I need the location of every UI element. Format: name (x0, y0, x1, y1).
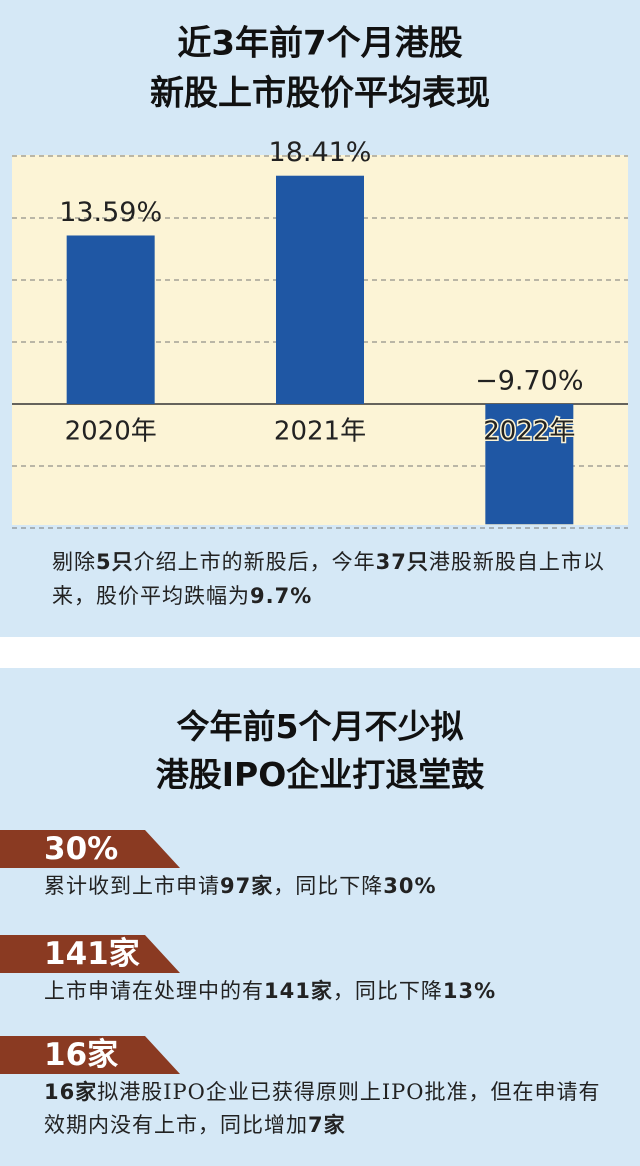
text: ，同比下降 (332, 979, 443, 1003)
bold-text: 30% (383, 874, 437, 898)
bar (276, 175, 364, 404)
text: 拟港股IPO企业已获得原则上IPO批准，但在申请有效期内没有上市，同比增加 (44, 1080, 601, 1137)
x-tick-label: 2022年 (483, 417, 575, 447)
item-text: 累计收到上市申请97家，同比下降30% (44, 870, 614, 903)
text: 累计收到上市申请 (44, 874, 220, 898)
section-title: 港股IPO企业打退堂鼓 (155, 755, 485, 794)
x-tick-label: 2021年 (274, 417, 366, 447)
tag: 30% (0, 830, 180, 868)
bold-text: 9.7% (250, 584, 313, 608)
tag: 16家 (0, 1036, 180, 1074)
bar (66, 235, 155, 404)
bold-text: 13% (442, 979, 497, 1003)
text: 剔除 (52, 550, 96, 574)
bold-text: 5只 (96, 550, 134, 574)
bold-text: 141家 (264, 979, 333, 1003)
text: 上市申请在处理中的有 (44, 979, 264, 1003)
bar (485, 404, 574, 525)
text: 港股新股自上市以来，股价平均跌幅为 (52, 550, 605, 608)
text: ，同比下降 (273, 874, 384, 898)
bold-text: 97家 (220, 874, 274, 898)
chart-title: 近3年前7个月港股 (177, 24, 462, 64)
ipo-panel (0, 668, 640, 1166)
chart-title: 新股上市股价平均表现 (150, 74, 490, 114)
bold-text: 16家 (44, 1080, 98, 1104)
bold-text: 37只 (375, 550, 429, 574)
value-label: 18.41% (269, 137, 372, 168)
value-label: 13.59% (59, 197, 162, 228)
text: 介绍上市的新股后，今年 (133, 550, 376, 574)
bold-text: 7家 (308, 1113, 346, 1137)
value-label: −9.70% (475, 366, 583, 397)
item-text: 上市申请在处理中的有141家，同比下降13% (44, 975, 614, 1008)
section-title: 今年前5个月不少拟 (176, 707, 464, 746)
item-text: 16家拟港股IPO企业已获得原则上IPO批准，但在申请有效期内没有上市，同比增加… (44, 1076, 614, 1142)
x-tick-label: 2020年 (65, 417, 157, 447)
chart-note: 剔除5只介绍上市的新股后，今年37只港股新股自上市以来，股价平均跌幅为9.7% (52, 545, 612, 613)
tag: 141家 (0, 935, 180, 973)
